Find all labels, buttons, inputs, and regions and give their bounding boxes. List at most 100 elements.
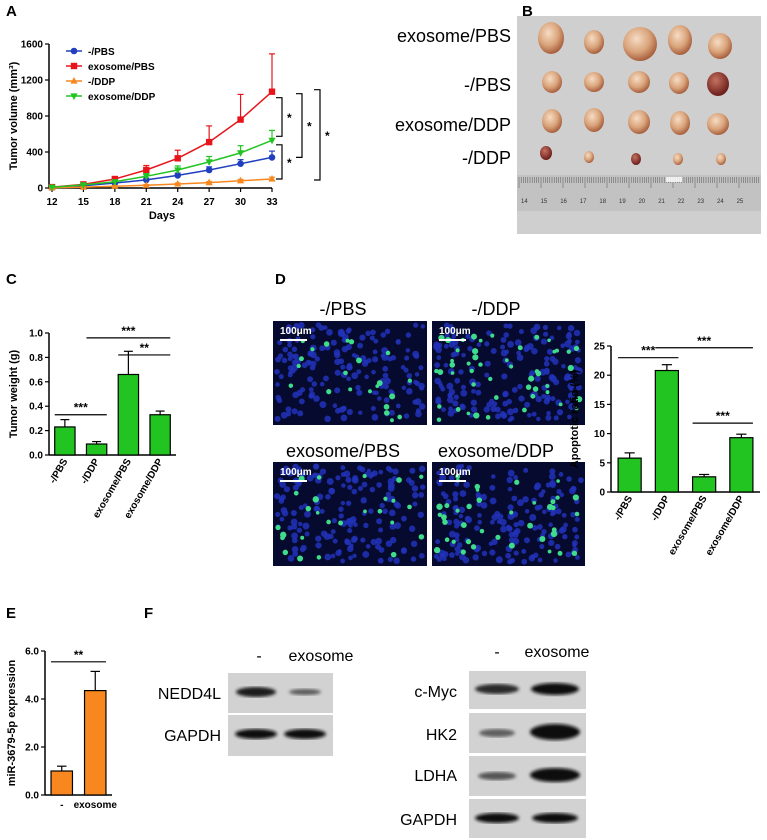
apoptotic-cell — [362, 474, 367, 479]
nucleus — [338, 506, 344, 512]
nucleus — [553, 415, 559, 421]
nucleus — [287, 365, 294, 371]
apoptotic-cell — [571, 550, 578, 557]
data-point — [237, 160, 244, 167]
nucleus — [378, 469, 384, 475]
blot-left-header-control: - — [256, 648, 261, 665]
micro-image-exosome-pbs: 100μm — [273, 462, 427, 566]
x-tick-label: 18 — [109, 197, 121, 208]
nucleus — [514, 528, 521, 535]
nucleus — [357, 342, 364, 349]
data-point — [174, 155, 181, 162]
nucleus — [442, 551, 449, 558]
ruler-number: 23 — [697, 199, 704, 205]
nucleus — [351, 353, 357, 358]
data-point — [111, 179, 119, 186]
nucleus — [341, 483, 346, 488]
blot-label-cmyc: c-Myc — [414, 684, 457, 701]
nucleus — [481, 550, 488, 557]
nucleus — [536, 416, 541, 422]
apoptotic-cell — [296, 363, 301, 369]
nucleus — [567, 414, 572, 420]
nucleus — [503, 323, 509, 329]
apoptotic-cell — [547, 338, 551, 343]
bar — [149, 414, 171, 456]
nucleus — [415, 408, 421, 414]
nucleus — [315, 535, 322, 542]
nucleus — [560, 343, 566, 349]
apoptotic-cell — [473, 412, 480, 419]
nucleus — [544, 367, 550, 374]
nucleus — [315, 542, 322, 549]
nucleus — [385, 540, 393, 547]
nucleus — [380, 332, 387, 338]
nucleus — [448, 327, 455, 335]
legend-label: exosome/DDP — [88, 92, 156, 103]
nucleus — [412, 501, 418, 507]
apoptotic-cell — [437, 369, 444, 375]
nucleus — [512, 407, 519, 414]
nucleus — [309, 327, 316, 333]
nucleus — [310, 351, 317, 359]
nucleus — [549, 468, 556, 475]
nucleus — [501, 373, 508, 380]
nucleus — [549, 479, 556, 487]
apoptotic-cell — [493, 395, 499, 400]
data-point — [79, 182, 88, 189]
nucleus — [453, 518, 460, 525]
apoptotic-cell — [451, 539, 456, 544]
nucleus — [373, 338, 379, 344]
series-line-1 — [51, 91, 273, 188]
nucleus — [326, 477, 334, 485]
nucleus — [345, 500, 352, 506]
nucleus — [537, 557, 543, 563]
x-tick-label: -/DDP — [649, 494, 672, 523]
blot-label-nedd4l: NEDD4L — [158, 686, 221, 703]
data-point — [236, 176, 245, 184]
nucleus — [535, 395, 542, 403]
band — [475, 684, 519, 694]
nucleus — [574, 357, 582, 364]
nucleus — [296, 527, 303, 533]
nucleus — [434, 362, 441, 368]
nucleus — [412, 492, 419, 499]
nucleus — [436, 355, 442, 361]
nucleus — [458, 513, 464, 519]
nucleus — [360, 537, 366, 543]
nucleus — [369, 486, 376, 493]
nucleus — [346, 408, 353, 416]
nucleus — [290, 509, 297, 517]
panel-letter-b: B — [522, 3, 533, 20]
nucleus — [502, 390, 509, 398]
apoptotic-cell — [297, 555, 304, 562]
y-tick-label: 0.0 — [29, 451, 43, 462]
micro-title-pbs: -/PBS — [319, 299, 366, 319]
nucleus — [453, 532, 460, 539]
nucleus — [410, 556, 417, 562]
nucleus — [395, 339, 401, 345]
nucleus — [553, 558, 558, 563]
nucleus — [393, 557, 400, 564]
nucleus — [542, 509, 547, 515]
apoptotic-cell — [495, 534, 501, 540]
nucleus — [390, 536, 397, 544]
panel-letter-e: E — [6, 605, 16, 622]
nucleus — [548, 374, 556, 381]
scale-bar-label: 100μm — [280, 467, 312, 478]
nucleus — [320, 530, 328, 538]
apoptotic-cell — [514, 479, 520, 485]
nucleus — [463, 481, 470, 488]
nucleus — [340, 465, 346, 471]
nucleus — [568, 386, 574, 392]
nucleus — [439, 474, 447, 482]
nucleus — [388, 509, 396, 517]
nucleus — [419, 403, 426, 410]
nucleus — [389, 523, 397, 530]
panel-letter-f: F — [144, 605, 153, 622]
significance-bracket — [276, 97, 283, 137]
nucleus — [572, 526, 578, 533]
bar — [85, 443, 108, 456]
data-point — [142, 173, 150, 181]
apoptotic-cell — [555, 495, 560, 500]
bar — [54, 426, 76, 456]
